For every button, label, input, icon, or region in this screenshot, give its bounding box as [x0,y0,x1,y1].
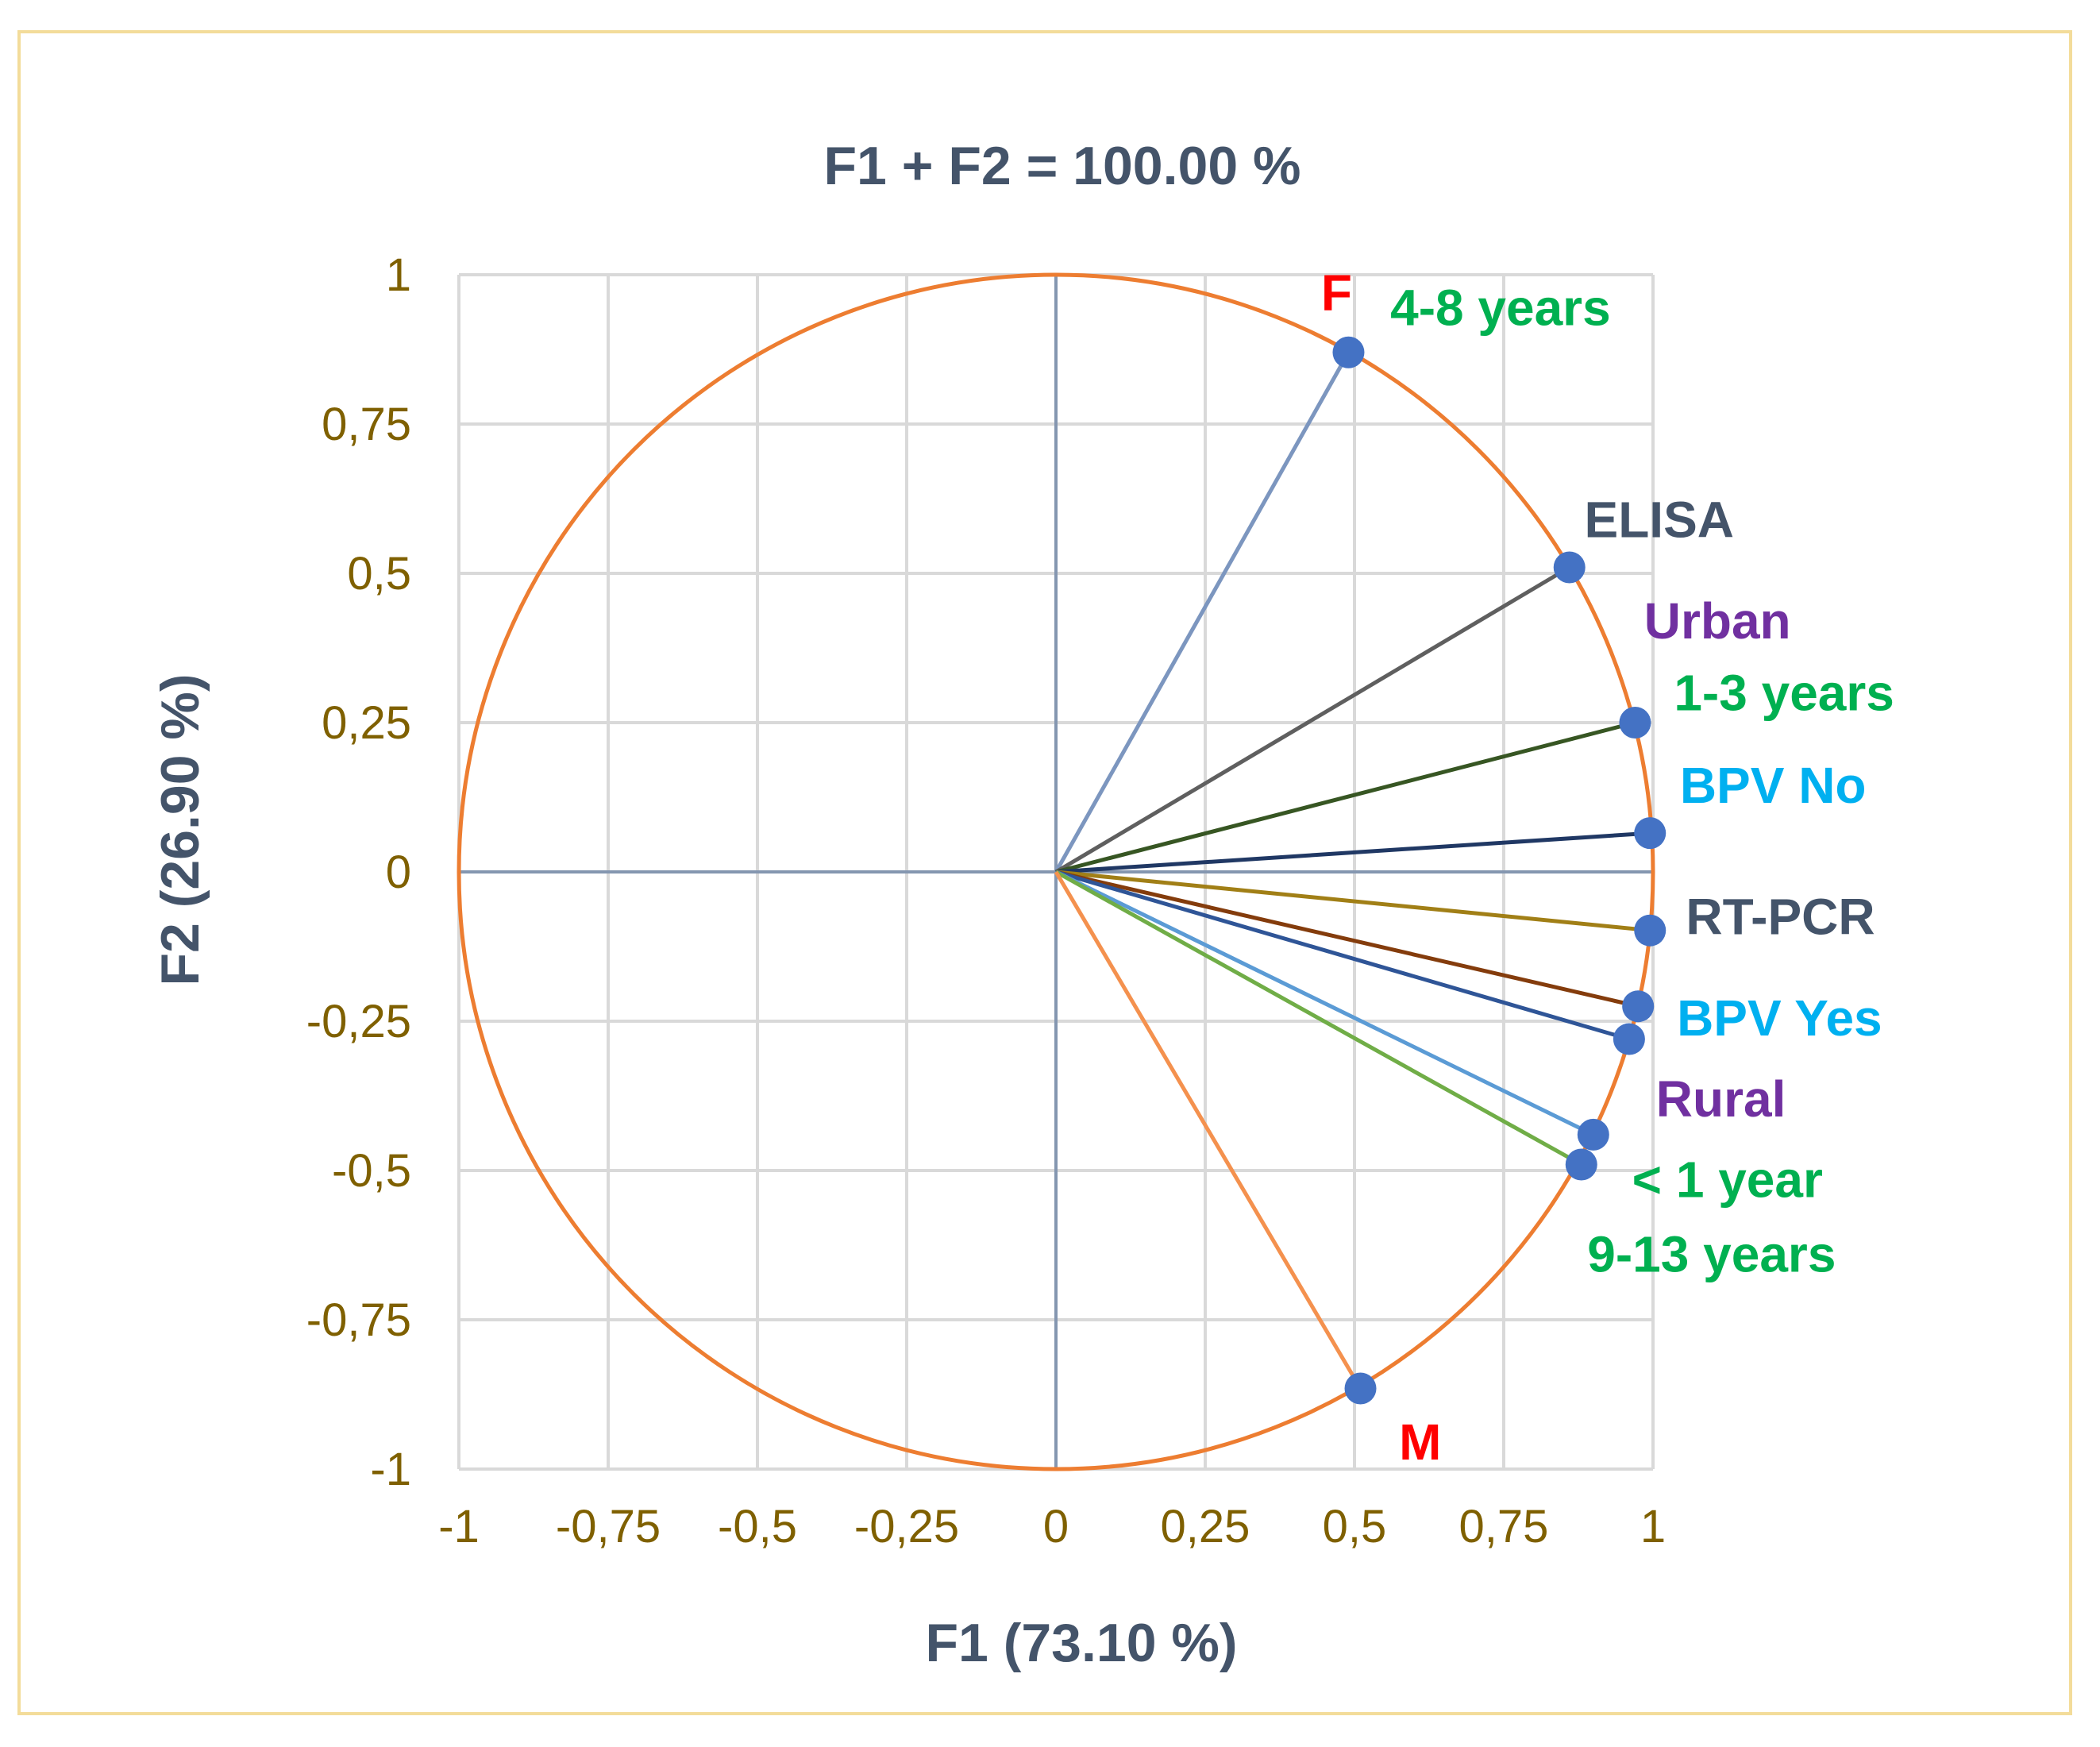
data-point [1634,914,1667,947]
variable-label: 4-8 years [1390,279,1611,336]
vector-line [1055,870,1639,1008]
vector-line [1054,870,1594,1137]
data-point [1634,817,1667,850]
x-tick-label: -0,75 [556,1501,661,1552]
y-axis-title: F2 (26.90 %) [150,673,210,985]
variable-label: RT-PCR [1686,888,1875,945]
x-tick-label: 0,5 [1323,1501,1387,1552]
chart-title: F1 + F2 = 100.00 % [823,136,1300,196]
vector-line [1054,870,1582,1167]
points [1332,336,1667,1405]
y-tick-label: -1 [370,1444,411,1495]
data-point [1553,551,1586,584]
vector-line [1054,565,1570,874]
y-tick-label: 0,75 [322,399,411,450]
y-tick-labels: 1 0,75 0,5 0,25 0 -0,25 -0,5 -0,75 -1 [306,249,411,1495]
variable-label: < 1 year [1632,1151,1823,1208]
y-tick-label: -0,5 [332,1145,411,1197]
vector-line [1055,720,1636,874]
x-tick-label: 1 [1640,1501,1666,1552]
x-tick-label: -1 [438,1501,480,1552]
data-point [1332,336,1365,368]
y-tick-label: 0,5 [347,548,411,600]
vector-line [1054,351,1351,874]
variable-label: 9-13 years [1587,1225,1836,1282]
x-tick-label: -0,5 [718,1501,797,1552]
vector-line [1055,870,1651,933]
data-point [1344,1372,1377,1405]
x-tick-label: -0,25 [854,1501,959,1552]
y-tick-label: 0,25 [322,697,411,749]
x-tick-labels: -1 -0,75 -0,5 -0,25 0 0,25 0,5 0,75 1 [438,1501,1666,1552]
variable-label: M [1399,1413,1441,1471]
vector-line [1055,831,1651,874]
variable-label: Rural [1656,1070,1786,1128]
variable-label: 1-3 years [1674,664,1894,721]
correlation-circle [457,272,1655,1471]
variable-label: ELISA [1585,491,1734,548]
variable-label: F [1321,264,1352,322]
y-tick-label: 1 [386,249,411,301]
x-axis-title: F1 (73.10 %) [925,1613,1237,1673]
variable-labels: F 4-8 years ELISA Urban 1-3 years BPV No RT-PC… [1321,264,1894,1471]
data-point [1577,1118,1609,1151]
x-tick-label: 0 [1043,1501,1069,1552]
y-tick-label: -0,75 [306,1294,411,1346]
data-point [1622,990,1655,1023]
y-tick-label: -0,25 [306,996,411,1047]
data-point [1619,707,1651,739]
variable-label: BPV Yes [1677,989,1882,1047]
y-tick-label: 0 [386,847,411,898]
x-tick-label: 0,25 [1161,1501,1250,1552]
variable-label: Urban [1644,592,1791,650]
vectors [1054,351,1651,1390]
data-point [1613,1023,1645,1055]
data-point [1565,1148,1597,1181]
vector-line [1054,870,1362,1390]
variable-label: BPV No [1680,757,1867,814]
vector-line [1055,870,1630,1041]
x-tick-label: 0,75 [1459,1501,1549,1552]
